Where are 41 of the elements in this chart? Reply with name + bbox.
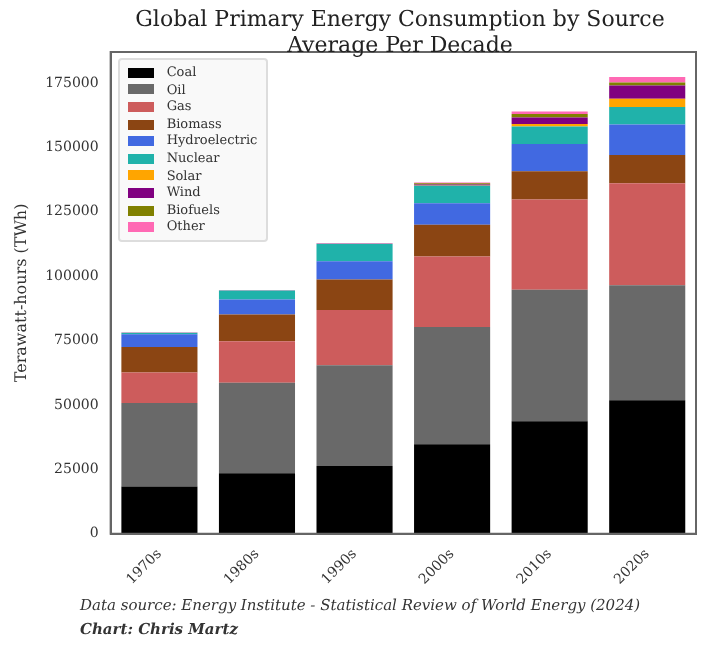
bar bbox=[121, 334, 198, 348]
bar bbox=[609, 155, 686, 184]
bar bbox=[609, 98, 686, 107]
bar bbox=[316, 365, 393, 467]
bar bbox=[511, 126, 588, 144]
bar bbox=[414, 444, 491, 534]
bar bbox=[121, 372, 198, 403]
bar bbox=[511, 421, 588, 534]
bar bbox=[609, 285, 686, 401]
bar bbox=[121, 402, 198, 487]
bar bbox=[511, 289, 588, 422]
bar bbox=[121, 486, 198, 534]
chart-title: Global Primary Energy Consumption by Source Average Per Decade bbox=[133, 6, 667, 58]
bar bbox=[511, 117, 588, 124]
bar bbox=[218, 314, 296, 342]
bar bbox=[218, 473, 296, 534]
bar bbox=[316, 309, 393, 366]
bar bbox=[414, 185, 491, 204]
bar bbox=[316, 261, 393, 280]
bar bbox=[609, 124, 686, 156]
bar bbox=[609, 85, 686, 99]
bar bbox=[609, 76, 686, 83]
bar bbox=[218, 341, 296, 383]
bar bbox=[316, 243, 393, 262]
bar bbox=[218, 382, 296, 474]
bar bbox=[414, 256, 491, 327]
bar bbox=[316, 279, 393, 310]
bar bbox=[609, 400, 686, 534]
bar bbox=[609, 183, 686, 286]
bar bbox=[218, 290, 296, 300]
bar bbox=[218, 299, 296, 315]
bar bbox=[609, 106, 686, 125]
bar bbox=[121, 347, 198, 373]
bar bbox=[511, 143, 588, 172]
bar bbox=[511, 199, 588, 290]
bar bbox=[414, 224, 491, 257]
bar bbox=[414, 326, 491, 445]
bar bbox=[414, 203, 491, 225]
bar bbox=[316, 466, 393, 534]
bar bbox=[511, 171, 588, 200]
y-axis-title: Terawatt-hours (TWh) bbox=[11, 203, 30, 383]
